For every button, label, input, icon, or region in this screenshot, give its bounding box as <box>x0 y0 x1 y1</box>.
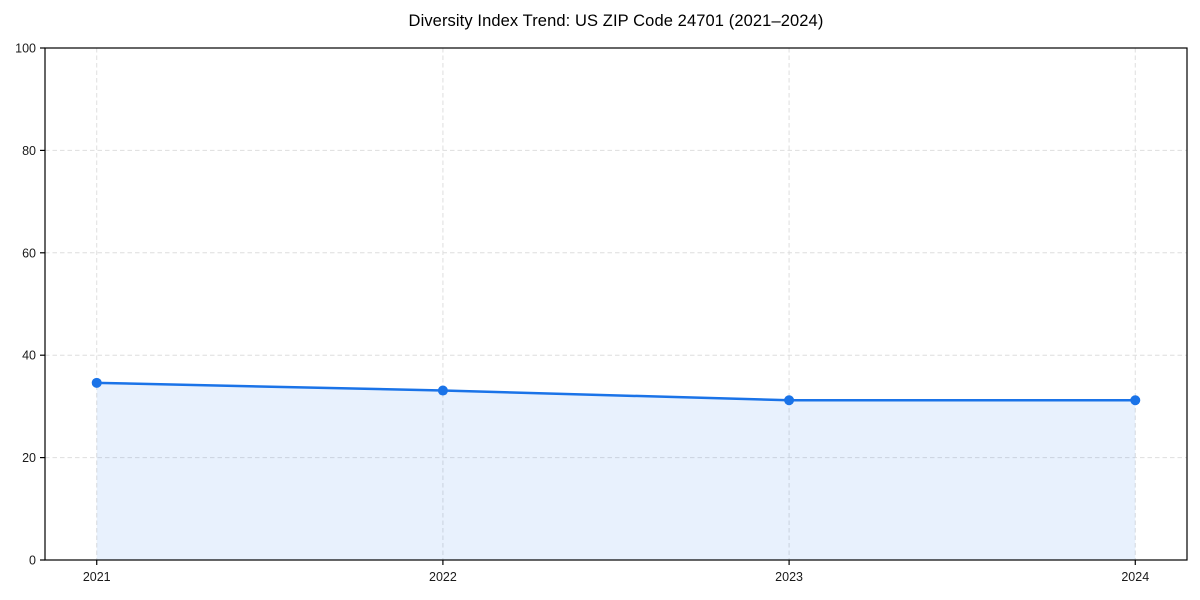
data-point <box>1130 395 1141 406</box>
y-tick-label: 60 <box>22 246 36 260</box>
data-point <box>784 395 795 406</box>
x-tick-label: 2023 <box>775 570 803 584</box>
data-point <box>91 377 102 388</box>
x-tick-label: 2022 <box>429 570 457 584</box>
y-tick-label: 0 <box>29 554 36 568</box>
trend-line <box>95 381 1137 402</box>
x-tick-label: 2024 <box>1121 570 1149 584</box>
chart-title: Diversity Index Trend: US ZIP Code 24701… <box>408 12 824 30</box>
x-tick-label: 2021 <box>83 570 111 584</box>
data-point <box>437 385 448 396</box>
area-fill <box>96 382 1136 560</box>
axes-spines <box>44 47 1188 561</box>
y-tick-label: 40 <box>22 349 36 363</box>
y-tick-label: 100 <box>15 42 36 56</box>
y-tick-label: 80 <box>22 144 36 158</box>
y-tick-label: 20 <box>22 451 36 465</box>
